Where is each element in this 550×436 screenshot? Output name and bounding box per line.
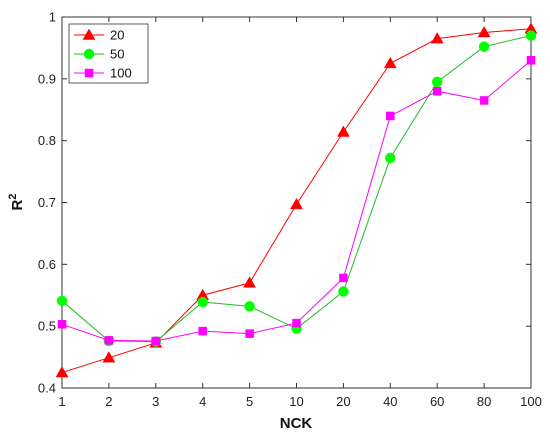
- data-point-50: [197, 296, 208, 308]
- x-tick-label: 2: [105, 394, 112, 409]
- legend: 20 50 100: [68, 23, 149, 84]
- legend-marker: [83, 48, 95, 60]
- data-point-100: [57, 320, 67, 329]
- x-tick-label: 40: [383, 394, 397, 409]
- data-point-20: [243, 276, 257, 288]
- legend-entry-20: 20: [74, 28, 124, 43]
- data-point-50: [478, 41, 490, 52]
- y-axis-title-superscript: 2: [7, 194, 19, 200]
- legend-label: 20: [110, 28, 124, 43]
- legend-label: 100: [110, 66, 132, 81]
- data-point-100: [104, 336, 114, 345]
- legend-entry-50: 50: [74, 47, 124, 62]
- legend-entry-100: 100: [74, 66, 132, 81]
- legend-marker: [84, 68, 94, 78]
- data-point-20: [477, 25, 491, 38]
- x-tick-label: 1: [58, 394, 65, 409]
- x-tick-label: 60: [430, 394, 444, 409]
- data-point-50: [338, 286, 349, 297]
- data-point-50: [431, 76, 443, 88]
- x-tick-label: 80: [477, 394, 491, 409]
- x-tick-label: 5: [246, 394, 253, 409]
- x-tick-label: 100: [520, 394, 542, 409]
- data-point-50: [525, 30, 537, 41]
- legend-label: 50: [110, 47, 124, 62]
- data-point-100: [526, 56, 536, 65]
- y-tick-label: 1: [49, 10, 56, 25]
- y-tick-label: 0.6: [38, 257, 56, 272]
- data-point-50: [56, 295, 68, 307]
- x-tick-label: 4: [199, 394, 206, 409]
- y-axis-title-base: R: [9, 199, 26, 210]
- data-point-100: [245, 329, 254, 338]
- data-point-20: [102, 351, 116, 363]
- series-50: [56, 30, 537, 347]
- data-point-100: [479, 96, 489, 105]
- data-point-100: [292, 318, 301, 328]
- data-point-20: [430, 32, 444, 44]
- y-tick-label: 0.8: [38, 133, 56, 148]
- data-point-100: [198, 326, 207, 336]
- y-tick-label: 0.9: [38, 71, 56, 86]
- data-point-100: [151, 336, 161, 346]
- data-point-20: [383, 56, 397, 69]
- legend-marker: [82, 28, 96, 40]
- y-tick-label: 0.4: [38, 381, 56, 396]
- x-tick-label: 10: [289, 394, 303, 409]
- data-point-100: [339, 273, 348, 283]
- data-point-100: [386, 111, 395, 121]
- series-100: [57, 56, 536, 346]
- data-point-50: [385, 152, 396, 164]
- series-layer: [55, 22, 538, 378]
- x-tick-label: 3: [152, 394, 159, 409]
- y-tick-label: 0.7: [38, 195, 56, 210]
- x-tick-label: 20: [336, 394, 350, 409]
- data-point-100: [432, 86, 442, 96]
- data-point-20: [55, 366, 69, 378]
- data-point-20: [336, 125, 350, 137]
- data-point-20: [290, 197, 303, 210]
- data-point-50: [244, 301, 255, 312]
- y-tick-label: 0.5: [38, 319, 56, 334]
- axis-ticks: 1 2 3 4 5 10 20 40 60 80 100 0.4 0.5 0.6 0.7 0.8 0.9 1: [38, 10, 542, 410]
- x-axis-title: NCK: [280, 415, 313, 432]
- y-axis-title: R2: [7, 194, 26, 211]
